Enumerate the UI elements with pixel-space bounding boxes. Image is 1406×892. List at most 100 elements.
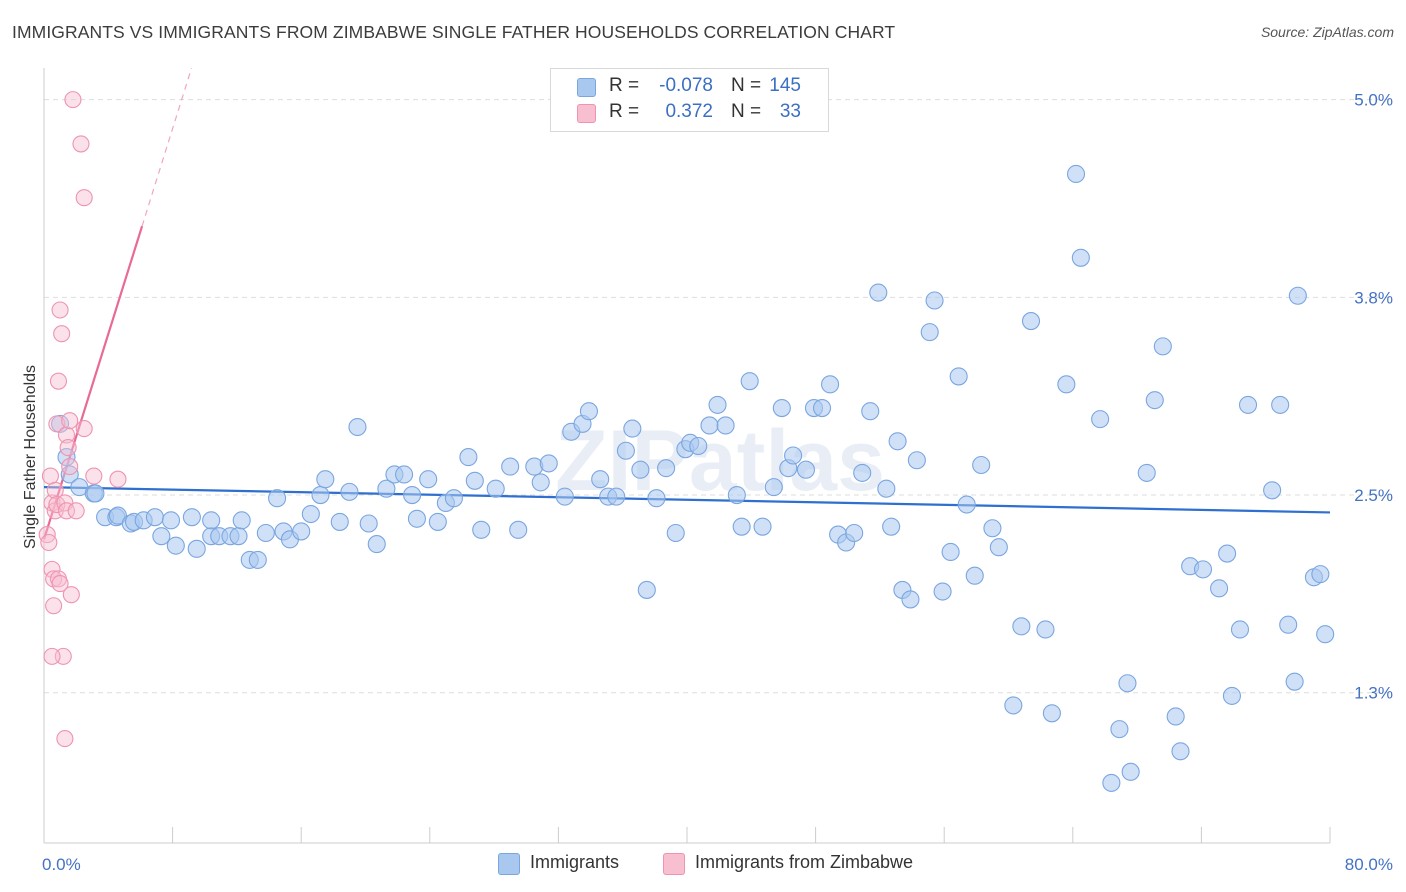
point-zimbabwe: [109, 470, 127, 488]
point-immigrants: [1121, 762, 1140, 781]
point-immigrants: [248, 550, 267, 569]
point-zimbabwe: [46, 481, 64, 499]
point-immigrants: [1238, 395, 1258, 414]
point-immigrants: [1042, 704, 1061, 723]
trend-line-immigrants: [43, 486, 1331, 514]
point-zimbabwe: [51, 575, 69, 593]
point-zimbabwe: [57, 502, 76, 520]
point-immigrants: [152, 527, 171, 546]
point-immigrants: [1057, 375, 1076, 394]
point-immigrants: [1036, 620, 1055, 639]
legend-n-value: 145: [769, 75, 801, 96]
point-immigrants: [925, 291, 944, 310]
trend-line-zimbabwe-extension: [141, 67, 193, 227]
point-immigrants: [1316, 625, 1335, 644]
point-zimbabwe: [53, 325, 71, 343]
legend-swatch-pink: [663, 853, 685, 875]
point-zimbabwe: [45, 597, 63, 615]
legend-r-label: R =: [609, 75, 640, 96]
point-immigrants: [941, 542, 960, 562]
legend-label: Immigrants: [530, 852, 620, 872]
point-immigrants: [1230, 620, 1250, 639]
point-immigrants: [1222, 686, 1241, 705]
point-immigrants: [459, 448, 478, 467]
y-tick-label: 1.3%: [1354, 684, 1393, 703]
point-immigrants: [1137, 463, 1156, 482]
point-immigrants: [1285, 672, 1304, 691]
point-immigrants: [407, 509, 426, 528]
legend-row-zimbabwe: R = 0.372 N = 33: [551, 101, 828, 127]
point-immigrants: [689, 436, 708, 456]
point-immigrants: [796, 460, 816, 479]
point-immigrants: [1091, 410, 1110, 429]
point-immigrants: [311, 485, 330, 505]
point-immigrants: [666, 523, 685, 543]
legend-n-label: N =: [731, 75, 762, 96]
point-zimbabwe: [57, 426, 76, 444]
point-immigrants: [145, 508, 164, 527]
point-immigrants: [579, 402, 598, 421]
stats-legend: R = -0.078 N = 145 R = 0.372 N = 33: [550, 68, 829, 132]
x-tick-label: 0.0%: [42, 855, 81, 874]
point-immigrants: [395, 465, 414, 484]
point-zimbabwe: [40, 533, 58, 552]
point-zimbabwe: [61, 412, 79, 430]
point-immigrants: [983, 519, 1002, 538]
point-immigrants: [821, 375, 840, 394]
point-immigrants: [623, 419, 642, 438]
series-legend: Immigrants Immigrants from Zimbabwe: [0, 852, 1406, 878]
point-zimbabwe: [75, 189, 93, 207]
point-zimbabwe: [51, 301, 69, 319]
legend-r-value: -0.078: [659, 75, 713, 96]
point-immigrants: [607, 487, 626, 506]
point-immigrants: [348, 417, 367, 437]
point-immigrants: [616, 441, 635, 460]
point-immigrants: [716, 416, 735, 435]
trend-lines: [42, 67, 1331, 540]
point-immigrants: [877, 479, 896, 498]
point-immigrants: [428, 512, 447, 531]
point-immigrants: [591, 470, 610, 489]
point-immigrants: [1004, 696, 1023, 715]
point-zimbabwe: [61, 458, 79, 476]
point-immigrants: [1166, 707, 1185, 726]
point-immigrants: [1021, 312, 1041, 331]
point-immigrants: [631, 460, 650, 479]
point-immigrants: [330, 512, 349, 531]
point-zimbabwe: [75, 420, 93, 438]
point-immigrants: [753, 517, 772, 536]
point-immigrants: [419, 470, 438, 489]
point-immigrants: [845, 523, 864, 543]
point-immigrants: [812, 399, 832, 418]
point-immigrants: [888, 432, 907, 451]
legend-label: Immigrants from Zimbabwe: [695, 852, 914, 872]
point-immigrants: [86, 484, 105, 503]
point-immigrants: [965, 566, 984, 585]
point-zimbabwe: [72, 135, 90, 153]
point-immigrants: [268, 489, 287, 508]
x-tick-label: 80.0%: [1345, 855, 1393, 874]
point-immigrants: [637, 580, 656, 599]
point-immigrants: [989, 538, 1008, 557]
point-immigrants: [1153, 337, 1172, 356]
point-immigrants: [700, 416, 719, 435]
point-immigrants: [182, 508, 201, 527]
point-zimbabwe: [43, 647, 61, 665]
point-immigrants: [957, 495, 976, 514]
point-zimbabwe: [62, 586, 80, 604]
point-immigrants: [772, 399, 791, 418]
point-immigrants: [232, 511, 251, 530]
point-immigrants: [256, 523, 275, 543]
point-immigrants: [1288, 286, 1307, 305]
data-points: [38, 91, 1335, 792]
point-immigrants: [764, 478, 783, 497]
point-immigrants: [465, 471, 484, 490]
y-tick-labels: 1.3% 2.5% 3.8% 5.0%: [1354, 91, 1393, 703]
point-immigrants: [1193, 560, 1213, 579]
point-immigrants: [403, 485, 422, 505]
y-tick-label: 2.5%: [1354, 486, 1393, 505]
point-immigrants: [509, 520, 528, 539]
point-immigrants: [472, 520, 491, 539]
point-immigrants: [732, 517, 751, 536]
point-immigrants: [920, 323, 939, 342]
